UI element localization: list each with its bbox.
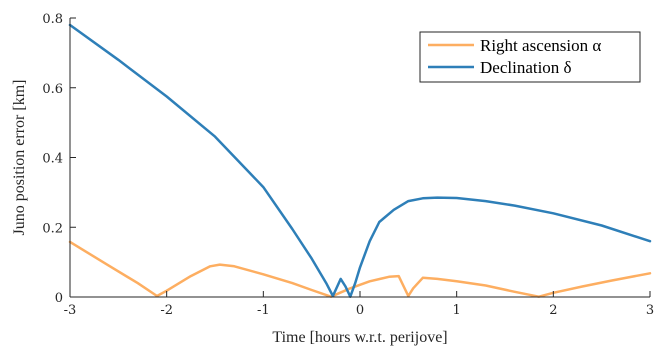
x-tick-label: 3 [646,303,654,318]
y-tick-label: 0.2 [42,221,63,236]
series-layer [68,23,652,298]
x-tick-label: 2 [549,303,557,318]
x-tick-label: -1 [257,303,270,318]
y-tick-label: 0.8 [42,12,63,27]
x-tick-label: 0 [356,303,364,318]
legend-entry: Declination δ [480,58,572,77]
y-tick-label: 0 [55,291,63,306]
series-line-declination [68,23,652,298]
series-line-right-ascension [68,240,652,298]
x-tick-label: 1 [453,303,461,318]
x-tick-label: -2 [160,303,173,318]
x-axis-label: Time [hours w.r.t. perijove] [272,329,447,346]
x-tick-label: -3 [64,303,77,318]
y-axis-label: Juno position error [km] [11,80,28,236]
legend-entry: Right ascension α [480,36,601,55]
axes: -3 -2 -1 0 1 2 3 0 0.2 0.4 0.6 0.8 [42,12,654,318]
y-tick-label: 0.6 [42,82,63,97]
y-tick-label: 0.4 [42,152,63,167]
x-ticks: -3 -2 -1 0 1 2 3 [64,291,654,318]
y-ticks: 0 0.2 0.4 0.6 0.8 [42,12,76,306]
legend: Right ascension α Declination δ [419,31,641,83]
legend-box [419,31,641,83]
